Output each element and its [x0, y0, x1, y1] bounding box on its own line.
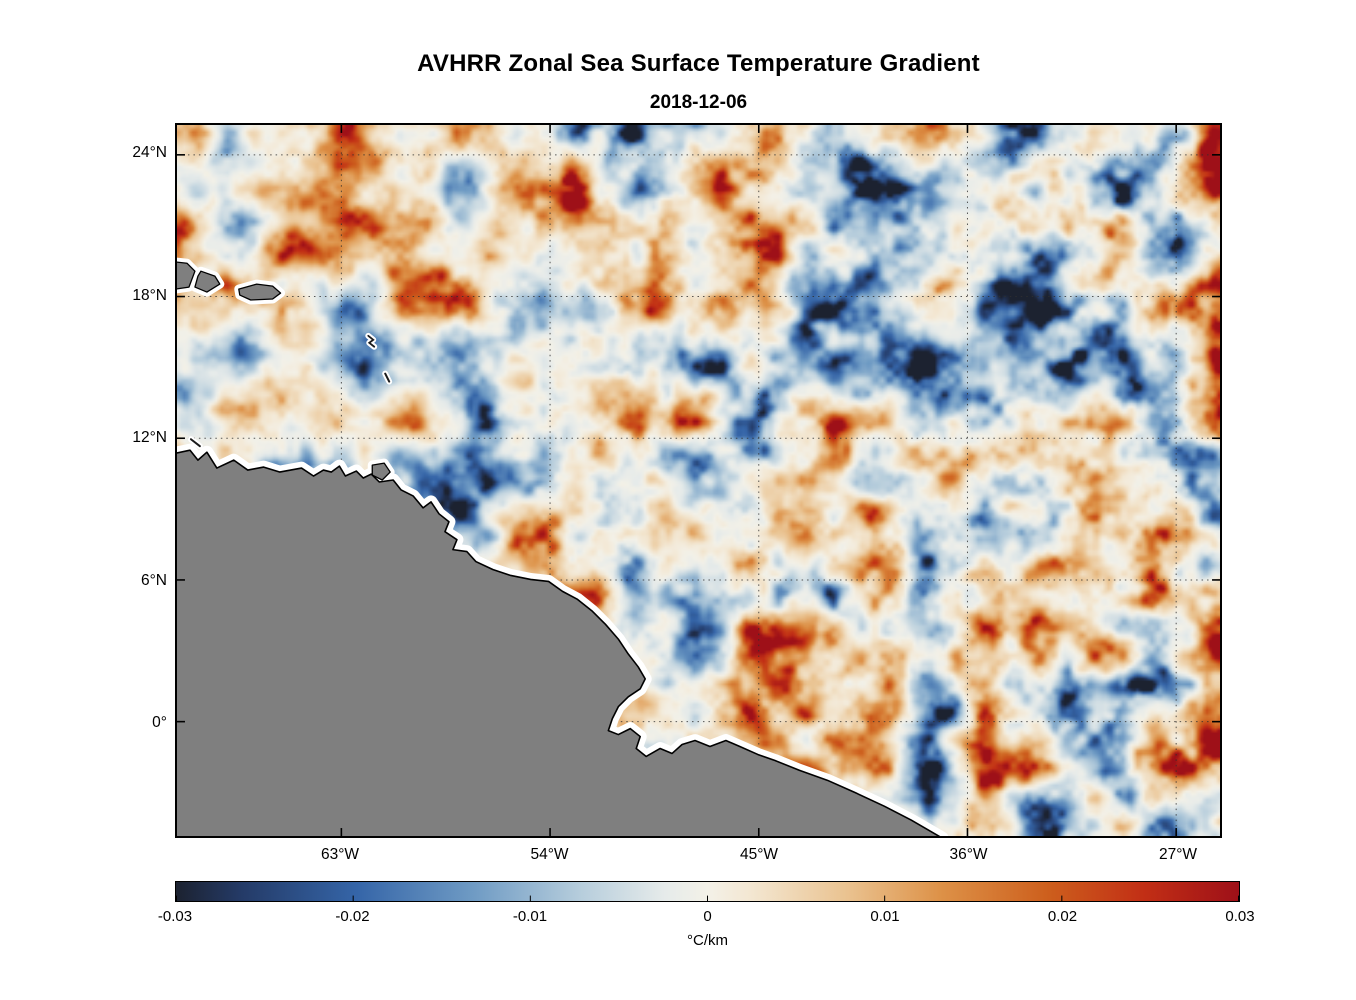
colorbar-tick-label-003: 0.03 [1225, 908, 1255, 925]
y-tick-label-12n: 12°N [132, 429, 167, 446]
colorbar-tick-label-m003: -0.03 [157, 908, 193, 925]
x-tick-label-54w: 54°W [530, 846, 569, 863]
colorbar-ticks [176, 895, 1239, 901]
y-tick-label-6n: 6°N [140, 571, 167, 589]
axis-ticks [177, 125, 1220, 836]
small-island-marks [189, 334, 391, 448]
colorbar-tick-label-m001: -0.01 [512, 908, 548, 925]
y-tick-label-24n: 24°N [132, 144, 167, 161]
islands [177, 261, 391, 481]
colorbar-label: °C/km [687, 932, 728, 949]
colorbar-tick-label-001: 0.01 [870, 908, 900, 925]
mainland [177, 450, 939, 836]
x-tick-label-63w: 63°W [320, 846, 360, 863]
y-tick-label-0: 0° [152, 714, 167, 731]
coastline [177, 449, 941, 836]
x-tick-label-45w: 45°W [739, 846, 779, 863]
figure-title: AVHRR Zonal Sea Surface Temperature Grad… [417, 50, 980, 77]
x-tick-label-27w: 27°W [1158, 846, 1198, 863]
figure-subtitle: 2018-12-06 [649, 92, 748, 113]
map-plot-area [175, 123, 1222, 838]
colorbar-tick-label-0: 0 [703, 908, 712, 925]
x-tick-label-36w: 36°W [949, 846, 988, 863]
colorbar-tick-label-002: 0.02 [1047, 908, 1078, 925]
y-tick-label-18n: 18°N [132, 286, 167, 304]
colorbar-tick-label-m002: -0.02 [335, 908, 370, 925]
land-mask [177, 257, 949, 836]
colorbar [175, 881, 1240, 902]
colorbar-gradient [176, 882, 1239, 901]
